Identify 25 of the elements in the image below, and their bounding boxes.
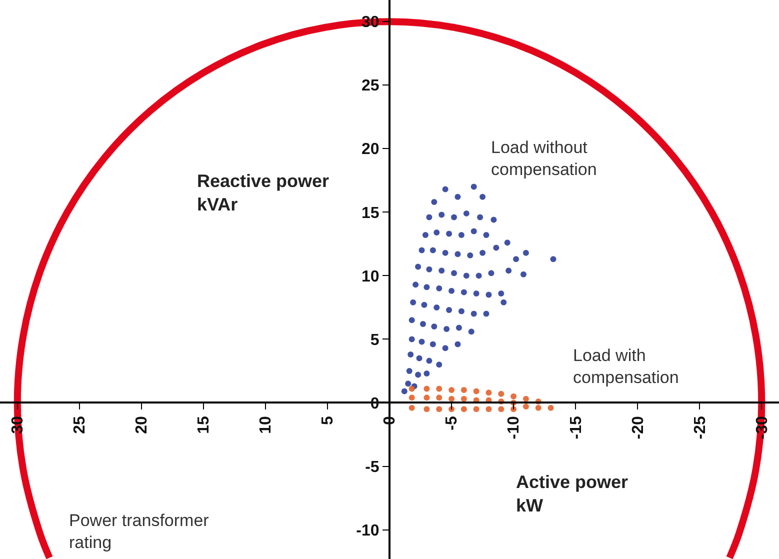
annotation: Load with compensation: [573, 346, 679, 388]
x-tick-label: 0: [382, 416, 399, 426]
x-tick-label: -25: [692, 416, 709, 440]
y-tick-label: 25: [362, 78, 380, 95]
x-tick-label: -30: [754, 416, 771, 440]
x-axis-title: Active power kW: [516, 472, 628, 516]
y-axis-title: Reactive power kVAr: [197, 171, 330, 214]
x-tick-label: 5: [320, 416, 337, 426]
y-tick-label: 15: [362, 204, 380, 222]
annotation: Load without compensation: [491, 138, 597, 180]
x-tick-label: -10: [506, 416, 523, 440]
y-tick-label: 20: [362, 141, 380, 158]
x-tick-label: 30: [10, 416, 27, 434]
x-tick-label: 20: [134, 416, 151, 434]
x-tick-label: 10: [258, 416, 275, 434]
y-tick-label: -5: [365, 458, 380, 476]
y-tick-label: 5: [370, 332, 380, 349]
x-tick-label: -20: [630, 416, 647, 440]
x-tick-label: 25: [72, 416, 89, 434]
x-tick-label: 15: [196, 416, 213, 434]
annotation: Power transformer rating: [69, 511, 210, 552]
y-tick-label: 10: [362, 268, 380, 286]
x-tick-label: -15: [568, 416, 585, 440]
x-tick-label: -5: [444, 416, 461, 430]
y-tick-label: -10: [356, 522, 380, 540]
